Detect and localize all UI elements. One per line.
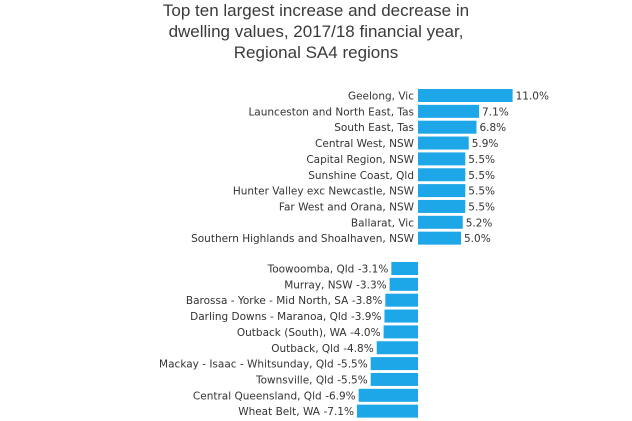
category-label: Townsville, Qld bbox=[255, 374, 334, 386]
chart-title: Top ten largest increase and decrease in… bbox=[0, 0, 632, 63]
category-label: Hunter Valley exc Newcastle, NSW bbox=[233, 186, 415, 198]
category-label: Far West and Orana, NSW bbox=[279, 201, 415, 213]
data-label: 5.5% bbox=[468, 201, 495, 213]
data-label: 11.0% bbox=[516, 91, 549, 103]
category-label: South East, Tas bbox=[334, 122, 414, 134]
chart-title-line-1: Top ten largest increase and decrease in bbox=[162, 1, 470, 20]
bar bbox=[356, 404, 418, 418]
bar bbox=[370, 372, 418, 386]
bar bbox=[418, 231, 461, 245]
data-label: -3.3% bbox=[356, 279, 386, 291]
category-label: Outback, Qld bbox=[271, 343, 340, 355]
bar bbox=[418, 152, 466, 166]
data-label: -3.8% bbox=[352, 295, 382, 307]
bar bbox=[418, 184, 466, 198]
category-label: Launceston and North East, Tas bbox=[248, 106, 414, 118]
bar bbox=[389, 277, 418, 291]
category-label: Southern Highlands and Shoalhaven, NSW bbox=[191, 233, 415, 245]
category-label: Capital Region, NSW bbox=[306, 154, 414, 166]
data-label: 5.0% bbox=[464, 233, 491, 245]
category-label: Central Queensland, Qld bbox=[193, 390, 322, 402]
category-label: Mackay - Isaac - Whitsunday, Qld bbox=[159, 359, 334, 371]
category-label: Ballarat, Vic bbox=[351, 217, 414, 229]
category-label: Sunshine Coast, Qld bbox=[308, 170, 414, 182]
chart-title-line-2: dwelling values, 2017/18 financial year, bbox=[168, 22, 464, 41]
data-label: -3.1% bbox=[358, 264, 388, 276]
category-label: Toowoomba, Qld bbox=[267, 264, 355, 276]
bar bbox=[370, 357, 418, 371]
category-label: Barossa - Yorke - Mid North, SA bbox=[186, 295, 349, 307]
data-label: 7.1% bbox=[482, 106, 509, 118]
bar bbox=[391, 262, 418, 275]
bar bbox=[418, 136, 469, 150]
data-label: -6.9% bbox=[325, 390, 355, 402]
category-label: Murray, NSW bbox=[284, 279, 353, 291]
bar bbox=[376, 341, 418, 355]
data-label: 6.8% bbox=[479, 122, 506, 134]
bar bbox=[418, 89, 513, 102]
bar bbox=[385, 293, 418, 307]
data-label: 5.5% bbox=[468, 154, 495, 166]
bar bbox=[384, 309, 418, 323]
category-label: Wheat Belt, WA bbox=[238, 406, 321, 418]
bar bbox=[418, 104, 480, 118]
category-label: Outback (South), WA bbox=[237, 327, 348, 339]
data-label: -4.0% bbox=[350, 327, 380, 339]
bar bbox=[418, 168, 466, 182]
data-label: -5.5% bbox=[337, 374, 367, 386]
bar bbox=[358, 388, 418, 402]
category-label: Geelong, Vic bbox=[348, 91, 414, 103]
data-label: 5.2% bbox=[466, 217, 493, 229]
bar bbox=[418, 215, 463, 229]
data-label: 5.9% bbox=[472, 138, 499, 150]
bar bbox=[383, 325, 418, 339]
data-label: -3.9% bbox=[351, 311, 381, 323]
category-label: Darling Downs - Maranoa, Qld bbox=[190, 311, 347, 323]
bar bbox=[418, 120, 477, 134]
category-label: Central West, NSW bbox=[315, 138, 415, 150]
data-label: -7.1% bbox=[323, 406, 353, 418]
data-label: 5.5% bbox=[468, 186, 495, 198]
data-label: 5.5% bbox=[468, 170, 495, 182]
chart-title-line-3: Regional SA4 regions bbox=[233, 43, 399, 62]
data-label: -4.8% bbox=[343, 343, 373, 355]
data-label: -5.5% bbox=[337, 359, 367, 371]
bar bbox=[418, 199, 466, 213]
